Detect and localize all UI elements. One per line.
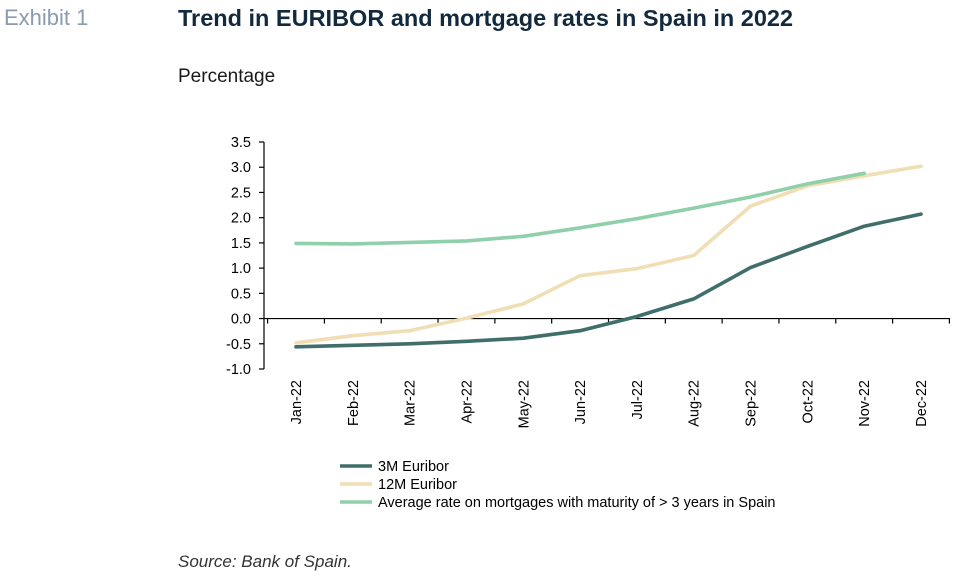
x-tick-label: Dec-22 xyxy=(914,380,930,427)
x-tick-label: Feb-22 xyxy=(346,380,362,426)
legend-label: Average rate on mortgages with maturity … xyxy=(378,495,775,511)
x-tick-label: Jun-22 xyxy=(573,380,589,424)
legend-label: 12M Euribor xyxy=(378,477,457,493)
y-tick-label: 1.0 xyxy=(231,261,251,277)
y-tick-label: 2.5 xyxy=(231,185,251,201)
x-tick-label: Jan-22 xyxy=(289,380,305,424)
chart-series xyxy=(294,164,923,349)
y-axis-label: Percentage xyxy=(178,66,276,87)
x-tick-label: Nov-22 xyxy=(857,380,873,427)
y-tick-label: 3.5 xyxy=(231,135,251,151)
x-tick-label: May-22 xyxy=(516,380,532,428)
series-line-1 xyxy=(294,212,923,349)
x-tick-label: Sep-22 xyxy=(744,380,760,427)
source-note: Source: Bank of Spain. xyxy=(178,552,352,571)
x-tick-label: Aug-22 xyxy=(687,380,703,427)
y-tick-label: 2.0 xyxy=(231,211,251,227)
x-tick-label: Mar-22 xyxy=(403,380,419,426)
y-tick-label: -1.0 xyxy=(226,362,251,378)
chart-title: Trend in EURIBOR and mortgage rates in S… xyxy=(178,5,794,31)
series-line-2 xyxy=(294,164,923,345)
y-tick-label: 0.0 xyxy=(231,312,251,328)
chart-legend: 3M Euribor 12M Euribor Average rate on mor… xyxy=(340,459,775,511)
series-line-3 xyxy=(294,171,866,246)
y-tick-label: 3.0 xyxy=(231,160,251,176)
x-tick-label: Apr-22 xyxy=(459,380,475,424)
y-tick-label: -0.5 xyxy=(226,337,251,353)
y-tick-label: 0.5 xyxy=(231,286,251,302)
x-tick-label: Jul-22 xyxy=(630,380,646,420)
exhibit-label: Exhibit 1 xyxy=(4,5,89,30)
x-tick-label: Oct-22 xyxy=(800,380,816,424)
y-tick-label: 1.5 xyxy=(231,236,251,252)
legend-label: 3M Euribor xyxy=(378,459,449,475)
chart-axes: 3.5 3.0 2.5 2.0 1.5 1.0 0.5 0.0 -0.5 -1.0 Jan-22 Fe… xyxy=(226,135,951,428)
